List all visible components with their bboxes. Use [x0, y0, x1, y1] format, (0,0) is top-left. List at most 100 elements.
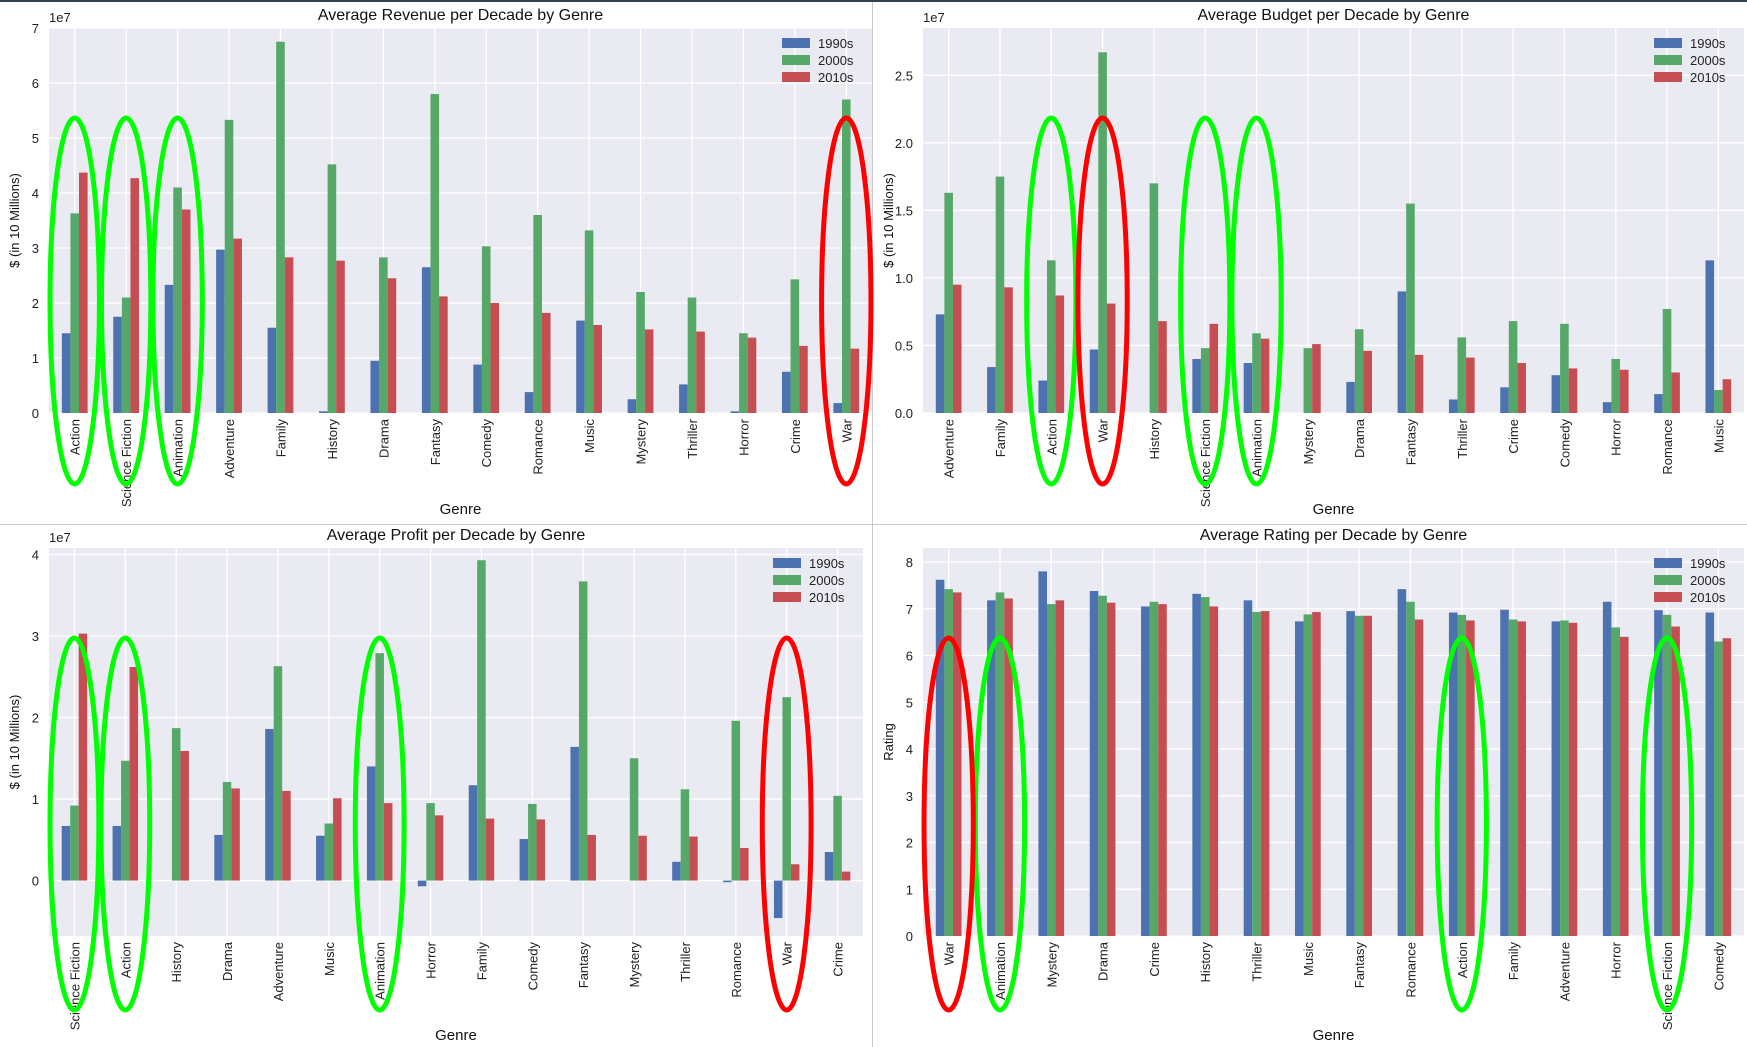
bar-2000s: [629, 758, 639, 881]
bar-2010s: [790, 864, 800, 881]
x-tick-label: Action: [68, 419, 83, 455]
bar-1990s: [1654, 610, 1663, 936]
chart-panel-3: 0 1 2 3 4 Science Fiction Action History Drama Ad…: [7, 527, 863, 1044]
x-tick-label: Fantasy: [576, 942, 591, 989]
bar-2000s: [1457, 337, 1467, 413]
bar-2010s: [1055, 295, 1065, 413]
bar-1990s: [113, 316, 122, 413]
bar-1990s: [112, 825, 122, 881]
bar-1990s: [672, 861, 681, 881]
x-tick-label: Mystery: [1301, 419, 1316, 465]
bar-1990s: [627, 399, 637, 413]
x-tick-label: Animation: [1250, 419, 1265, 477]
bar-2000s: [731, 720, 741, 881]
y-tick-label: 5: [906, 695, 913, 710]
x-tick-label: Horror: [1609, 418, 1624, 456]
x-tick-label: Romance: [1403, 942, 1418, 998]
bar-2000s: [1252, 612, 1261, 936]
bar-2000s: [1662, 614, 1672, 936]
x-tick-label: Comedy: [479, 419, 494, 468]
bar-1990s: [1089, 591, 1099, 936]
bar-1990s: [987, 367, 996, 413]
bar-2010s: [747, 337, 757, 413]
y-tick-label: 3: [906, 789, 913, 804]
y-tick-label: 3: [32, 629, 39, 644]
bar-2010s: [130, 178, 140, 413]
highlight-ellipse: [1075, 115, 1130, 487]
bar-2000s: [578, 581, 588, 881]
bar-2010s: [644, 329, 654, 413]
legend-label: 2010s: [1690, 590, 1726, 605]
x-tick-label: Crime: [788, 419, 803, 454]
bar-2000s: [477, 560, 486, 881]
bar-2010s: [1209, 606, 1219, 936]
highlight-ellipse: [352, 635, 407, 1013]
bar-1990s: [1602, 601, 1612, 936]
x-tick-label: Drama: [1096, 941, 1111, 981]
bar-2010s: [1363, 350, 1373, 413]
bar-2000s: [1098, 595, 1107, 936]
bar-1990s: [935, 579, 945, 936]
x-tick-label: Drama: [220, 941, 235, 981]
y-tick-label: 0.5: [895, 338, 913, 353]
bar-2000s: [1149, 183, 1159, 413]
bar-2000s: [1046, 604, 1056, 936]
y-tick-label: 1: [906, 882, 913, 897]
bar-1990s: [1397, 291, 1407, 413]
bar-1990s: [1243, 363, 1253, 413]
bar-2000s: [1406, 203, 1415, 413]
bar-2000s: [324, 823, 334, 881]
x-tick-label: Science Fiction: [119, 419, 134, 507]
x-tick-label: Action: [1044, 419, 1059, 455]
bar-1990s: [723, 880, 732, 883]
y-tick-label: 0: [32, 874, 39, 889]
bar-1990s: [1192, 593, 1201, 936]
x-tick-label: Family: [1506, 942, 1521, 981]
bar-2010s: [587, 834, 596, 881]
legend-label: 1990s: [818, 36, 854, 51]
bar-2000s: [739, 333, 748, 413]
legend-label: 1990s: [1690, 556, 1726, 571]
x-tick-label: Romance: [1660, 419, 1675, 475]
y-tick-label: 7: [32, 21, 39, 36]
bar-2000s: [1098, 52, 1107, 413]
legend-label: 2010s: [809, 590, 845, 605]
bar-2000s: [944, 192, 953, 413]
y-tick-label: 2: [906, 836, 913, 851]
highlight-ellipse: [98, 635, 153, 1013]
bar-2010s: [1722, 638, 1732, 936]
x-axis-label: Genre: [440, 501, 482, 518]
x-axis-label: Genre: [435, 1027, 477, 1044]
x-tick-label: Science Fiction: [1660, 942, 1675, 1030]
bar-2010s: [850, 348, 860, 413]
bar-1990s: [730, 411, 740, 413]
highlight-ellipse: [819, 115, 874, 487]
bar-2010s: [1517, 621, 1526, 936]
bar-1990s: [1500, 609, 1509, 936]
bar-2000s: [528, 803, 537, 881]
bar-1990s: [1602, 402, 1612, 413]
x-tick-label: Comedy: [1711, 942, 1726, 991]
x-tick-label: Adventure: [942, 419, 957, 478]
bar-2000s: [327, 164, 337, 413]
bar-2010s: [1158, 321, 1167, 413]
legend-swatch: [1654, 38, 1682, 48]
highlight-ellipse: [759, 635, 814, 1013]
y-tick-label: 1: [32, 792, 39, 807]
legend-label: 2000s: [1690, 573, 1726, 588]
y-axis-label: $ (in 10 Millions): [881, 173, 896, 268]
y-tick-label: 2: [32, 711, 39, 726]
bar-2000s: [1714, 641, 1723, 936]
bar-1990s: [576, 320, 585, 413]
bar-2010s: [1260, 338, 1270, 413]
x-tick-label: Drama: [1352, 418, 1367, 458]
legend-swatch: [782, 38, 810, 48]
bar-2010s: [1620, 636, 1629, 936]
x-tick-label: Science Fiction: [67, 942, 82, 1030]
bar-1990s: [319, 411, 328, 413]
bar-2000s: [224, 119, 234, 413]
bar-1990s: [265, 728, 274, 881]
bar-1990s: [61, 825, 71, 881]
bar-2000s: [680, 789, 690, 881]
bar-1990s: [473, 364, 482, 413]
